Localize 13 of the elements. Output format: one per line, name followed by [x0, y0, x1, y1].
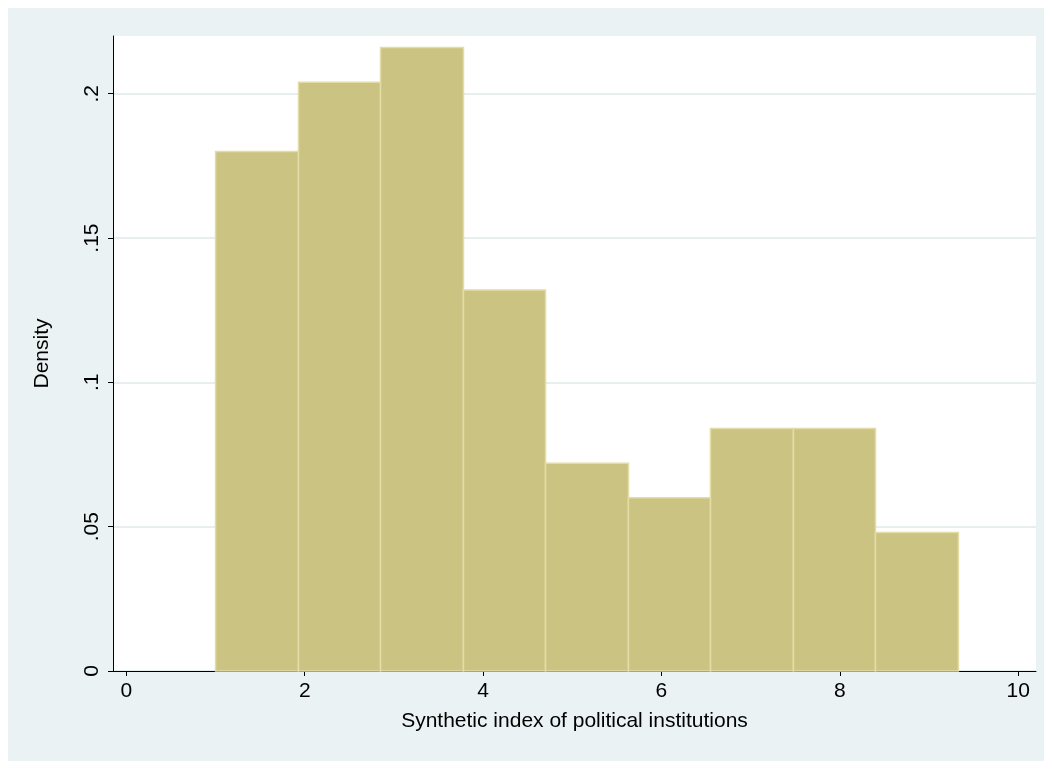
y-axis-title: Density [29, 317, 52, 389]
y-tick-label: .15 [79, 223, 102, 253]
y-tick-label: .1 [79, 373, 102, 392]
x-tick-label: 4 [477, 678, 490, 701]
x-tick-label: 8 [833, 678, 846, 701]
x-tick-label: 10 [1006, 678, 1030, 701]
x-tick-label: 2 [298, 678, 311, 701]
y-tick-label: .2 [79, 84, 102, 103]
y-tick-label: .05 [79, 512, 102, 542]
x-axis-title: Synthetic index of political institutions [401, 708, 748, 731]
x-tick-label: 6 [655, 678, 668, 701]
x-tick-label: 0 [120, 678, 133, 701]
y-tick-label: 0 [79, 665, 102, 677]
